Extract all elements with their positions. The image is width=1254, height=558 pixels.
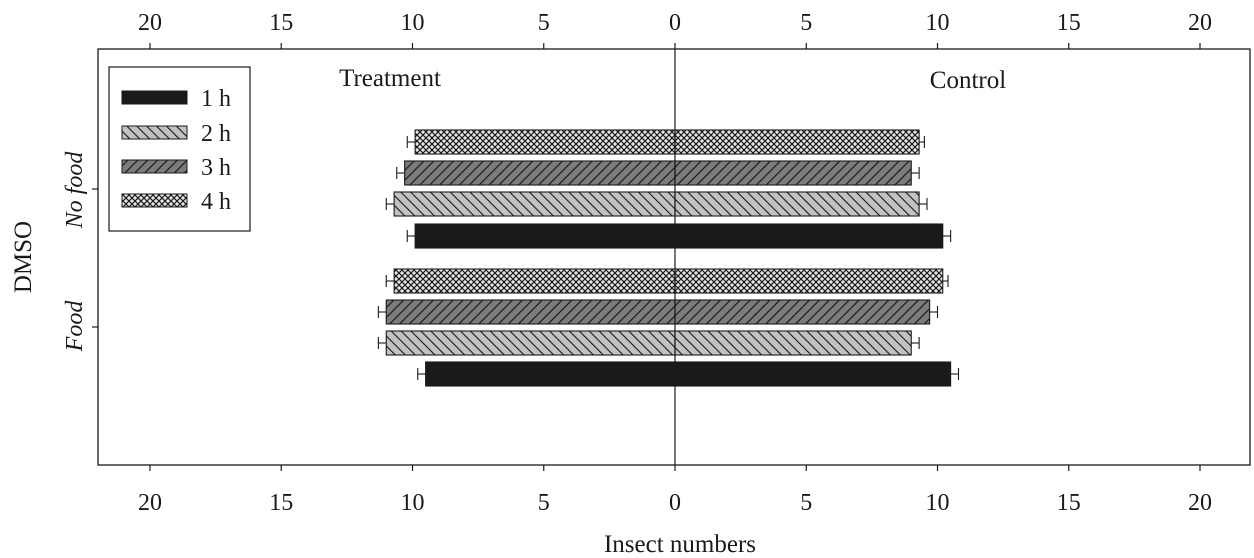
x-tick-label-bottom: 20 [1188, 490, 1212, 516]
legend-label-3h: 3 h [201, 155, 231, 181]
legend-label-1h: 1 h [201, 86, 231, 112]
bar-control-1h-no-food [674, 223, 944, 249]
x-tick-label-top: 0 [669, 10, 681, 36]
x-tick-label-top: 15 [269, 10, 293, 36]
control-label: Control [930, 67, 1006, 94]
y-axis-title: DMSO [10, 221, 37, 293]
bar-control-1h-food [674, 361, 952, 387]
bar-treatment-4h-no-food [414, 129, 676, 155]
x-tick-label-bottom: 5 [800, 490, 812, 516]
x-tick-label-bottom: 0 [669, 490, 681, 516]
legend-label-4h: 4 h [201, 189, 231, 215]
x-tick-label-bottom: 10 [401, 490, 425, 516]
bar-control-2h-food [674, 330, 912, 356]
x-tick-label-bottom: 15 [269, 490, 293, 516]
x-tick-label-bottom: 15 [1057, 490, 1081, 516]
bar-treatment-2h-food [385, 330, 676, 356]
treatment-label: Treatment [339, 65, 441, 92]
x-tick-label-bottom: 20 [138, 490, 162, 516]
bar-treatment-1h-food [425, 361, 676, 387]
bars-layer [385, 129, 952, 387]
x-tick-label-top: 10 [926, 10, 950, 36]
group-label-no-food: No food [62, 151, 88, 230]
bar-treatment-3h-food [385, 299, 676, 325]
x-tick-label-bottom: 10 [926, 490, 950, 516]
x-tick-label-top: 15 [1057, 10, 1081, 36]
group-label-food: Food [62, 300, 88, 353]
x-tick-label-top: 20 [1188, 10, 1212, 36]
legend-swatch-3h [121, 159, 188, 174]
bar-treatment-2h-no-food [393, 191, 676, 217]
bar-treatment-1h-no-food [414, 223, 676, 249]
legend-swatch-1h [121, 90, 188, 105]
x-tick-label-top: 5 [800, 10, 812, 36]
bar-control-4h-no-food [674, 129, 920, 155]
error-bars-layer [377, 136, 960, 380]
bar-control-3h-food [674, 299, 931, 325]
x-tick-label-top: 20 [138, 10, 162, 36]
x-tick-label-top: 5 [538, 10, 550, 36]
tick-layer: 20 20 15 15 10 10 5 5 0 0 5 5 10 10 15 15 20 20 [138, 10, 1212, 516]
bar-treatment-3h-no-food [404, 160, 676, 186]
x-tick-label-bottom: 5 [538, 490, 550, 516]
legend-label-2h: 2 h [201, 121, 231, 147]
bar-control-4h-food [674, 268, 944, 294]
legend: 1 h 2 h 3 h 4 h [108, 66, 251, 232]
x-axis-title: Insect numbers [604, 531, 756, 558]
bar-control-3h-no-food [674, 160, 912, 186]
x-tick-label-top: 10 [401, 10, 425, 36]
bar-treatment-4h-food [393, 268, 676, 294]
legend-swatch-2h [121, 125, 188, 140]
bar-control-2h-no-food [674, 191, 920, 217]
legend-swatch-4h [121, 193, 188, 208]
plot-frame [97, 48, 1251, 466]
